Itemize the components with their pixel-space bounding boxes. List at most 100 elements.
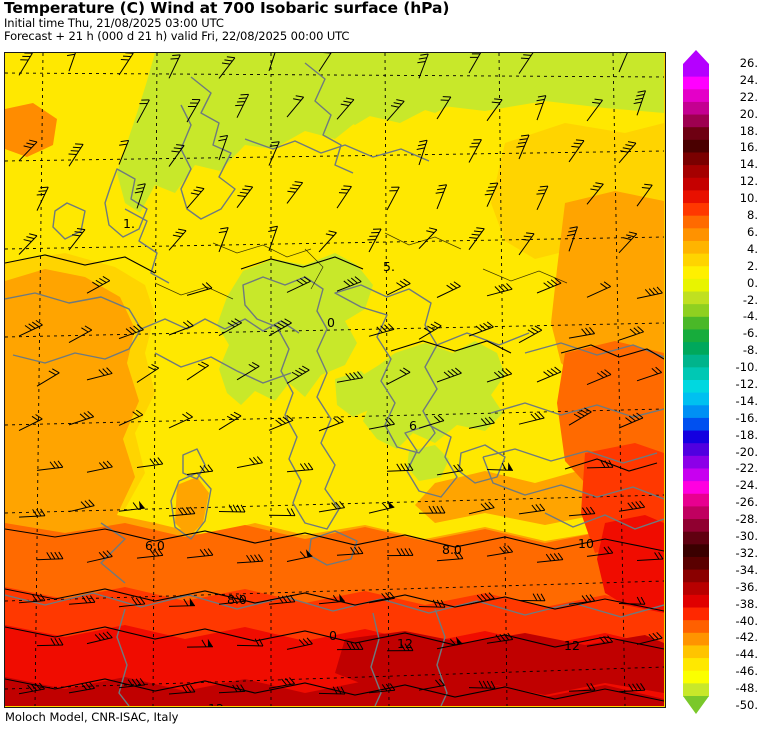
colorbar-tick-label: -40. xyxy=(735,613,758,628)
colorbar-tick-label: 22. xyxy=(739,89,758,104)
colorbar-tick-label: -34. xyxy=(735,562,758,577)
contour-label: 12 xyxy=(208,701,224,706)
contour-label: 12 xyxy=(564,638,580,653)
colorbar-segment xyxy=(683,455,709,470)
colorbar-segment xyxy=(683,443,709,457)
colorbar-tick-label: -18. xyxy=(735,427,758,442)
colorbar-tick-label: -2. xyxy=(742,292,758,307)
colorbar-segment xyxy=(683,481,709,495)
colorbar-tick-label: 4. xyxy=(747,241,758,256)
colorbar-segment xyxy=(683,594,709,609)
colorbar-segment xyxy=(683,165,709,179)
header: Temperature (C) Wind at 700 Isobaric sur… xyxy=(4,0,604,43)
colorbar-top-arrow xyxy=(683,50,709,64)
colorbar-segment xyxy=(683,468,709,482)
colorbar-segment xyxy=(683,342,709,356)
colorbar-segment xyxy=(683,215,709,229)
colorbar-tick-label: -48. xyxy=(735,681,758,696)
colorbar-segment xyxy=(683,620,709,634)
colorbar-segment xyxy=(683,152,709,166)
colorbar-bottom-arrow xyxy=(683,696,709,714)
colorbar-segment xyxy=(683,380,709,394)
colorbar-tick-label: -8. xyxy=(742,343,758,358)
colorbar-segment xyxy=(683,582,709,596)
colorbar-segment xyxy=(683,430,709,444)
colorbar-segment xyxy=(683,670,709,684)
colorbar-tick-label: 26. xyxy=(739,56,758,70)
colorbar-segment xyxy=(683,291,709,305)
contour-label: 1. xyxy=(123,216,135,231)
colorbar-segment xyxy=(683,569,709,583)
colorbar-segment xyxy=(683,240,709,255)
colorbar-tick-label: -44. xyxy=(735,647,758,662)
colorbar-tick-label: -16. xyxy=(735,410,758,425)
colorbar-segment xyxy=(683,392,709,406)
contour-label: 6.0 xyxy=(145,538,165,553)
colorbar-tick-label: 0. xyxy=(747,275,758,290)
colorbar-segment xyxy=(683,531,709,545)
colorbar-segment xyxy=(683,76,709,90)
colorbar-tick-label: 20. xyxy=(739,106,758,121)
colorbar-tick-label: -20. xyxy=(735,444,758,459)
colorbar-tick-label: -46. xyxy=(735,664,758,679)
colorbar-tick-label: 10. xyxy=(739,191,758,206)
country-borders xyxy=(154,232,568,300)
colorbar-segment xyxy=(683,266,709,280)
colorbar-segment xyxy=(683,228,709,242)
colorbar-tick-labels: 26. 24. 22. 20. 18. 16. 14. 12. 10. 8. 6. 4. 2. 0. -2.… xyxy=(717,50,760,714)
colorbar-segment xyxy=(683,493,709,507)
colorbar-segment xyxy=(683,405,709,419)
contour-label: 5. xyxy=(383,259,395,274)
colorbar-tick-label: -26. xyxy=(735,495,758,510)
colorbar-tick-label: 6. xyxy=(747,224,758,239)
colorbar-segment xyxy=(683,177,709,191)
colorbar-segment xyxy=(683,632,709,647)
colorbar-tick-label: 2. xyxy=(747,258,758,273)
temperature-shading xyxy=(5,53,664,706)
colorbar[interactable] xyxy=(683,50,709,714)
colorbar-segment xyxy=(683,139,709,154)
colorbar-tick-label: -36. xyxy=(735,579,758,594)
colorbar-tick-label: 24. xyxy=(739,72,758,87)
page-title: Temperature (C) Wind at 700 Isobaric sur… xyxy=(4,0,450,17)
colorbar-segment xyxy=(683,417,709,432)
colorbar-segment xyxy=(683,607,709,621)
colorbar-segment xyxy=(683,658,709,672)
initial-time-text: Initial time Thu, 21/08/2025 03:00 UTC xyxy=(4,16,224,30)
colorbar-segment xyxy=(683,278,709,293)
colorbar-segment xyxy=(683,89,709,103)
colorbar-segment xyxy=(683,190,709,204)
colorbar-segment xyxy=(683,367,709,381)
colorbar-segment xyxy=(683,645,709,659)
colorbar-segment xyxy=(683,354,709,368)
contour-label: 0 xyxy=(329,628,337,643)
colorbar-segment xyxy=(683,114,709,128)
colorbar-segment xyxy=(683,64,709,78)
colorbar-segment xyxy=(683,304,709,318)
colorbar-tick-label: 16. xyxy=(739,140,758,155)
colorbar-tick-label: -30. xyxy=(735,529,758,544)
temperature-contours xyxy=(5,254,664,702)
colorbar-segment xyxy=(683,253,709,267)
colorbar-segment xyxy=(683,683,709,697)
contour-label: 10 xyxy=(578,536,594,551)
colorbar-tick-label: -4. xyxy=(742,309,758,324)
colorbar-tick-label: -50. xyxy=(735,698,758,712)
colorbar-gradient xyxy=(683,50,709,714)
colorbar-tick-label: -38. xyxy=(735,596,758,611)
colorbar-segment xyxy=(683,519,709,533)
contour-label: 0 xyxy=(327,315,335,330)
colorbar-segment xyxy=(683,544,709,558)
contour-label: 8.0 xyxy=(442,542,462,557)
colorbar-segment xyxy=(683,506,709,520)
colorbar-tick-label: -12. xyxy=(735,377,758,391)
colorbar-tick-label: 18. xyxy=(739,123,758,138)
colorbar-tick-label: -24. xyxy=(735,478,758,493)
latlon-grid xyxy=(5,53,664,706)
colorbar-tick-label: -14. xyxy=(735,393,758,408)
colorbar-segment xyxy=(683,329,709,343)
